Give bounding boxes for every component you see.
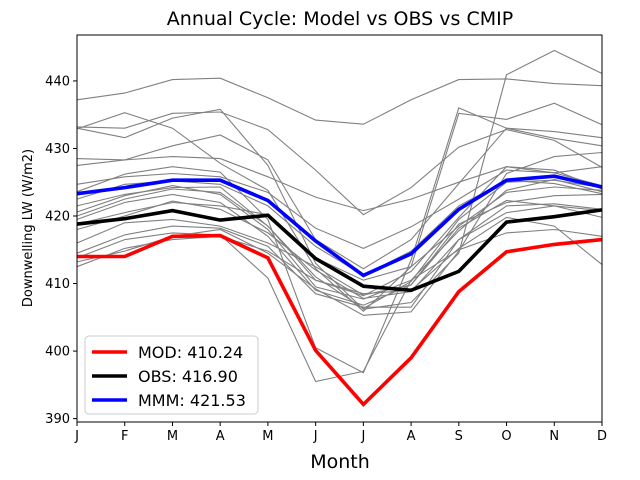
x-tick-label: S bbox=[455, 429, 463, 444]
cmip-model-line-2 bbox=[76, 111, 603, 216]
cmip-model-line-16 bbox=[76, 193, 603, 296]
x-tick-label: D bbox=[597, 429, 607, 444]
cmip-model-line-6 bbox=[76, 127, 603, 270]
y-tick-label: 400 bbox=[45, 345, 70, 360]
cmip-model-line-14 bbox=[76, 186, 603, 281]
mod-line bbox=[77, 233, 603, 408]
y-axis-label: Downwelling LW (W/m2) bbox=[21, 149, 36, 307]
cmip-model-line-19 bbox=[76, 151, 603, 316]
y-tick-label: 410 bbox=[45, 277, 70, 292]
mod-legend-label: MOD: 410.24 bbox=[138, 343, 243, 362]
chart-title: Annual Cycle: Model vs OBS vs CMIP bbox=[167, 8, 513, 30]
x-axis-label: Month bbox=[310, 451, 370, 473]
x-tick-label: F bbox=[121, 429, 128, 444]
cmip-model-line-4 bbox=[76, 102, 603, 312]
mmm-legend-label: MMM: 421.53 bbox=[138, 391, 246, 410]
x-tick-label: N bbox=[549, 429, 559, 444]
mmm-line bbox=[76, 174, 603, 278]
x-tick-label: A bbox=[216, 429, 225, 444]
cmip-model-line-3 bbox=[76, 49, 603, 310]
x-tick-label: M bbox=[262, 429, 273, 444]
series-layer bbox=[76, 49, 603, 408]
legend-box bbox=[84, 335, 259, 415]
x-tick-label: O bbox=[501, 429, 511, 444]
x-tick-label: M bbox=[167, 429, 178, 444]
x-tick-label: J bbox=[313, 429, 318, 444]
cmip-model-line-8 bbox=[76, 107, 603, 374]
y-tick-label: 430 bbox=[45, 142, 70, 157]
x-tick-label: J bbox=[74, 429, 79, 444]
legend: MOD: 410.24 OBS: 416.90 MMM: 421.53 bbox=[84, 335, 259, 415]
y-tick-label: 440 bbox=[45, 74, 70, 89]
cmip-model-line-11 bbox=[76, 178, 603, 300]
y-axis: 390 400 410 420 430 440 bbox=[45, 74, 77, 427]
y-tick-label: 390 bbox=[45, 412, 70, 427]
cmip-model-line-17 bbox=[76, 205, 603, 308]
obs-line bbox=[76, 208, 603, 293]
x-tick-label: A bbox=[407, 429, 416, 444]
cmip-model-line-12 bbox=[76, 166, 603, 297]
plot-frame bbox=[76, 34, 603, 423]
cmip-model-line-1 bbox=[76, 77, 603, 125]
y-tick-label: 420 bbox=[45, 210, 70, 225]
obs-legend-label: OBS: 416.90 bbox=[138, 367, 238, 386]
cmip-model-line-9 bbox=[76, 179, 603, 277]
cmip-model-line-15 bbox=[76, 200, 603, 299]
x-tick-label: J bbox=[360, 429, 365, 444]
